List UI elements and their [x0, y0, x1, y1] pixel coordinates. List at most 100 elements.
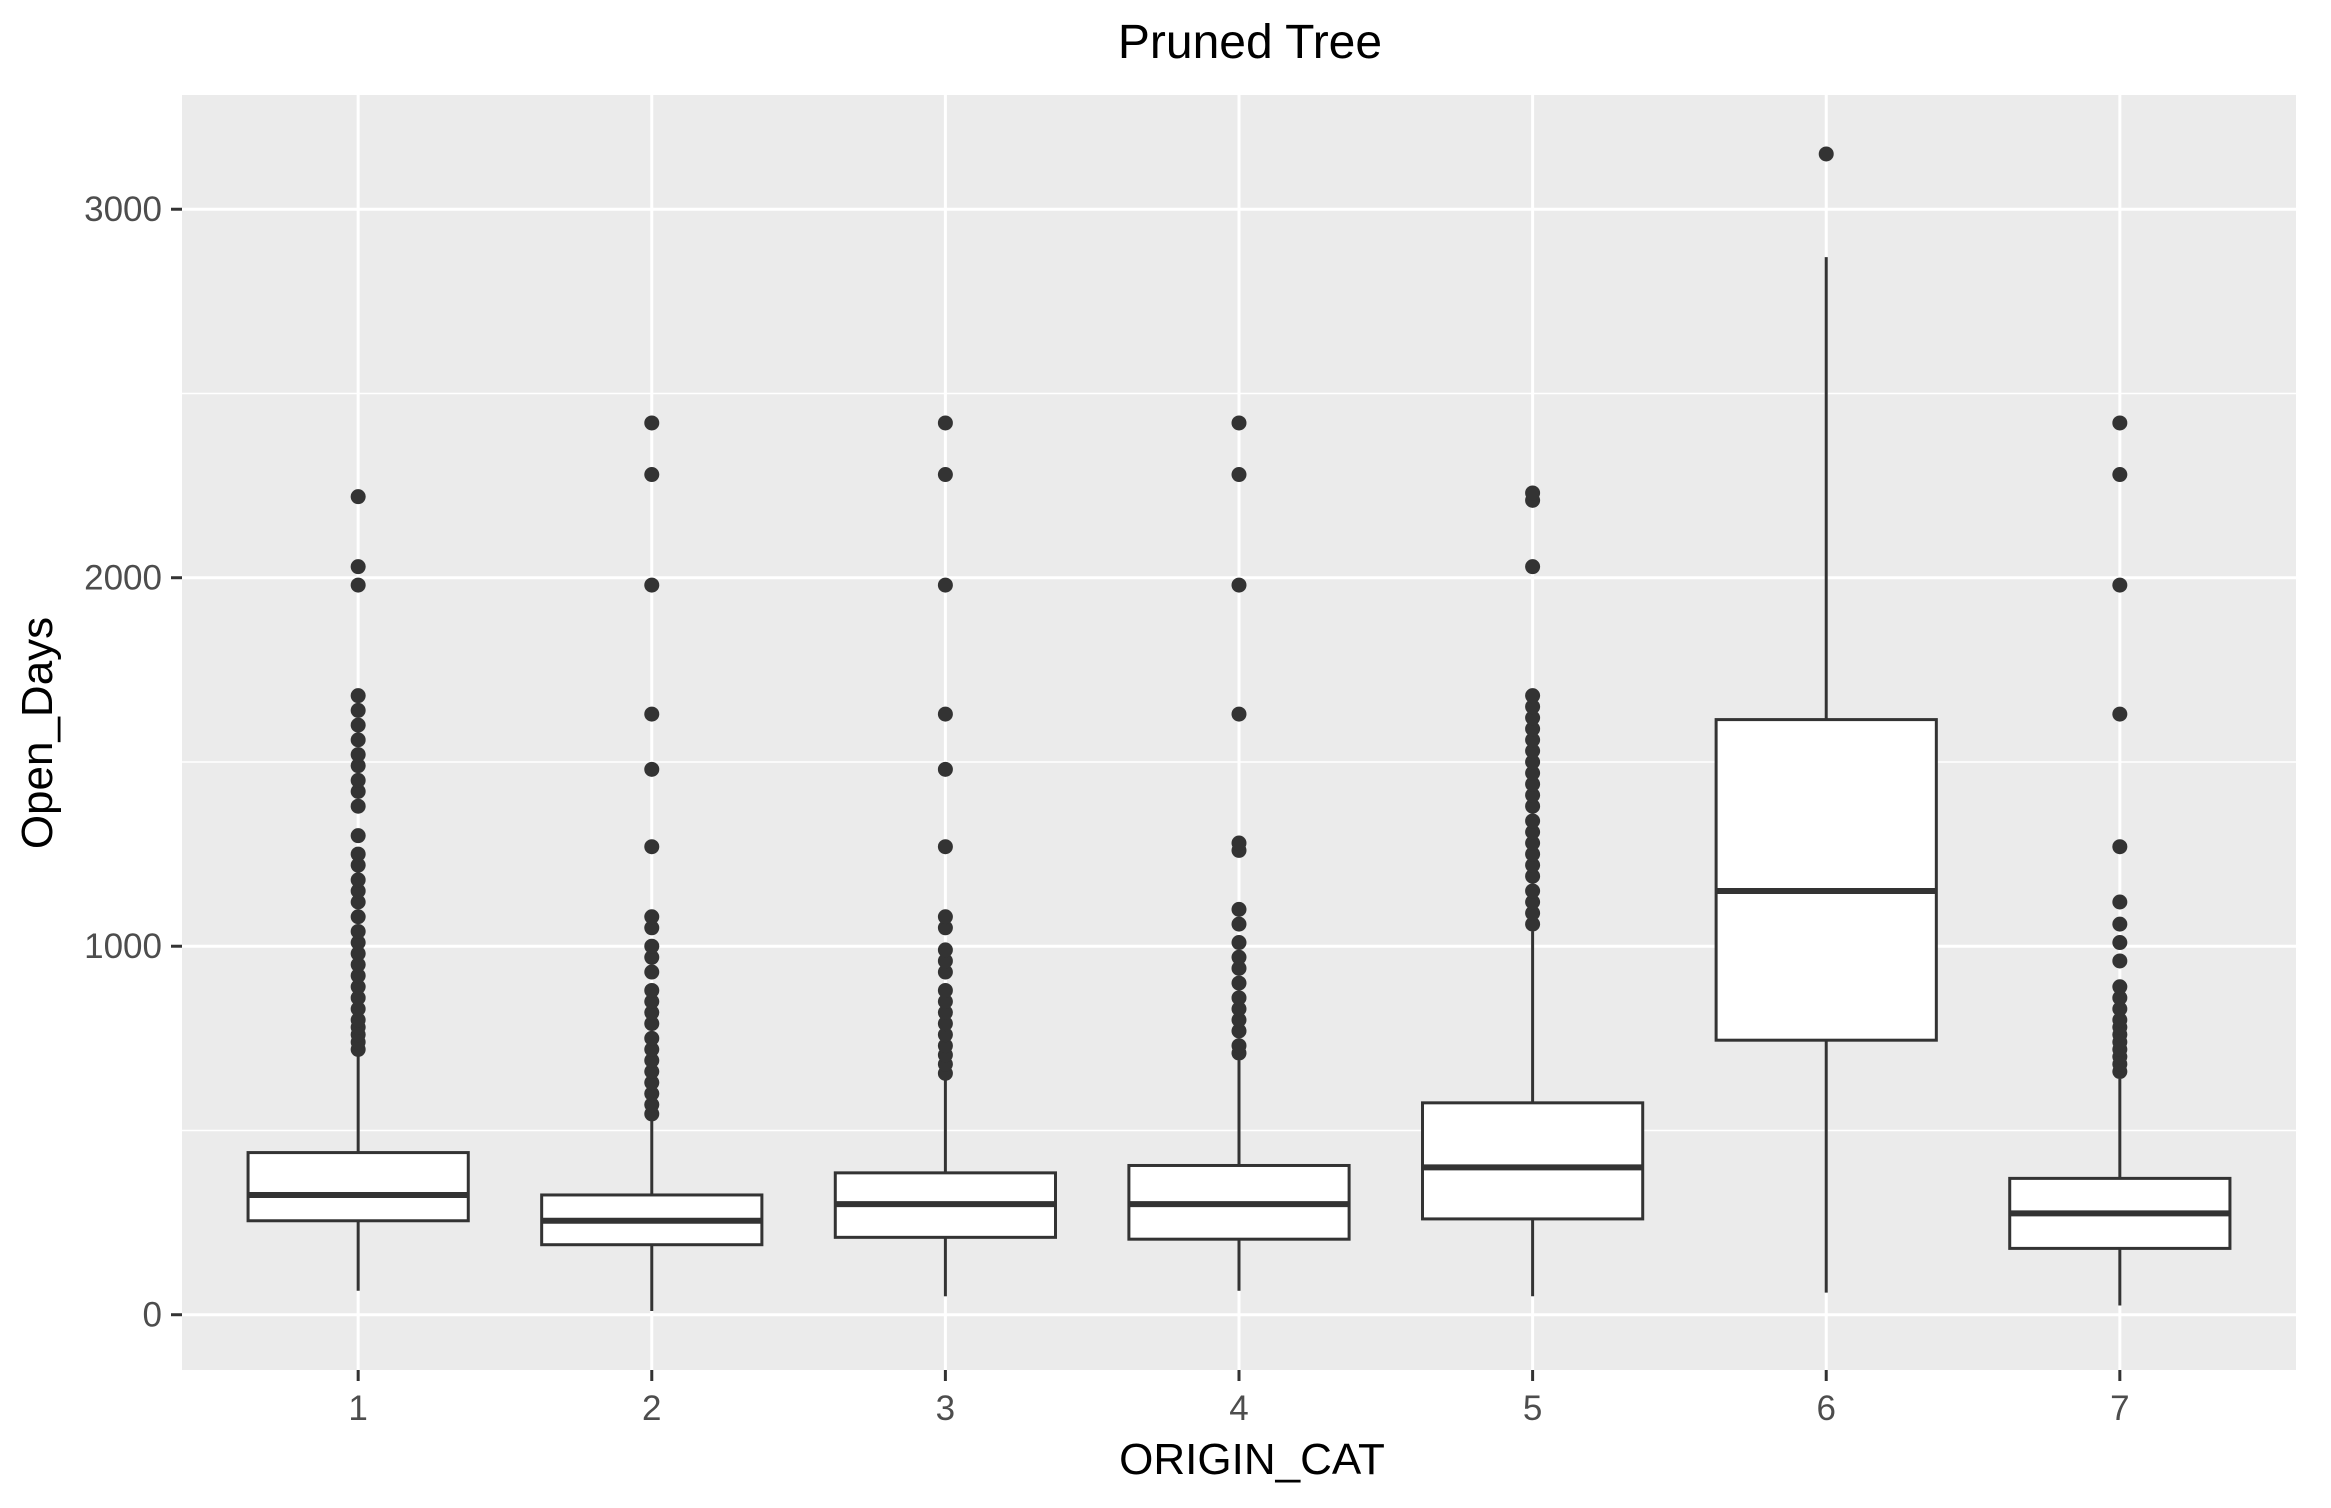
- outlier-point: [2112, 839, 2128, 855]
- outlier-point: [350, 489, 366, 505]
- outlier-point: [1231, 1038, 1247, 1054]
- outlier-point: [644, 920, 660, 936]
- outlier-point: [644, 964, 660, 980]
- outlier-point: [2112, 935, 2128, 951]
- outlier-point: [1525, 559, 1541, 575]
- outlier-point: [350, 923, 366, 939]
- outlier-point: [350, 828, 366, 844]
- outlier-point: [2112, 953, 2128, 969]
- outlier-point: [350, 772, 366, 788]
- x-tick-label: 6: [1816, 1389, 1835, 1428]
- outlier-point: [644, 1016, 660, 1032]
- outlier-point: [350, 577, 366, 593]
- outlier-point: [1525, 824, 1541, 840]
- x-tick-label: 5: [1523, 1389, 1542, 1428]
- outlier-point: [1525, 868, 1541, 884]
- outlier-point: [644, 706, 660, 722]
- box: [1714, 718, 1938, 1042]
- outlier-point: [350, 935, 366, 951]
- outlier-point: [1231, 935, 1247, 951]
- outlier-point: [937, 1016, 953, 1032]
- outlier-point: [1231, 916, 1247, 932]
- outlier-point: [937, 415, 953, 431]
- outlier-point: [937, 982, 953, 998]
- outlier-point: [1525, 905, 1541, 921]
- outlier-point: [350, 883, 366, 899]
- outlier-point: [350, 957, 366, 973]
- y-tick-label: 0: [143, 1296, 162, 1335]
- outlier-point: [350, 688, 366, 704]
- outlier-point: [1525, 743, 1541, 759]
- outlier-point: [1231, 949, 1247, 965]
- x-tick-label: 4: [1229, 1389, 1248, 1428]
- outlier-point: [350, 990, 366, 1006]
- outlier-point: [644, 577, 660, 593]
- outlier-point: [350, 559, 366, 575]
- outlier-point: [644, 994, 660, 1010]
- outlier-point: [1525, 813, 1541, 829]
- outlier-point: [937, 577, 953, 593]
- outlier-point: [644, 415, 660, 431]
- outlier-point: [937, 994, 953, 1010]
- box-layer: [246, 146, 2232, 1312]
- outlier-point: [1231, 415, 1247, 431]
- outlier-point: [350, 732, 366, 748]
- outlier-point: [1231, 990, 1247, 1006]
- outlier-point: [1231, 1001, 1247, 1017]
- outlier-point: [1231, 901, 1247, 917]
- outlier-point: [644, 467, 660, 483]
- outlier-point: [2112, 1001, 2128, 1017]
- box-group-5: [1421, 485, 1645, 1297]
- outlier-point: [1231, 1023, 1247, 1039]
- outlier-point: [1231, 975, 1247, 991]
- outlier-point: [1231, 1012, 1247, 1028]
- outlier-point: [350, 758, 366, 774]
- outlier-point: [1525, 688, 1541, 704]
- outlier-point: [644, 982, 660, 998]
- x-tick-label: 7: [2110, 1389, 2129, 1428]
- outlier-point: [1231, 706, 1247, 722]
- outlier-point: [350, 846, 366, 862]
- outlier-point: [350, 968, 366, 984]
- x-tick-label: 1: [348, 1389, 367, 1428]
- outlier-point: [937, 706, 953, 722]
- box-group-2: [540, 415, 764, 1312]
- outlier-point: [350, 979, 366, 995]
- y-tick-label: 1000: [84, 927, 162, 966]
- x-axis-label: ORIGIN_CAT: [1119, 1435, 1385, 1484]
- outlier-point: [2112, 577, 2128, 593]
- outlier-point: [1525, 883, 1541, 899]
- outlier-point: [1231, 960, 1247, 976]
- outlier-point: [644, 938, 660, 954]
- outlier-point: [1525, 710, 1541, 726]
- outlier-point: [937, 839, 953, 855]
- outlier-point: [350, 747, 366, 763]
- outlier-point: [1231, 467, 1247, 483]
- outlier-point: [644, 1052, 660, 1068]
- y-tick-label: 3000: [84, 190, 162, 229]
- outlier-point: [350, 894, 366, 910]
- outlier-point: [350, 783, 366, 799]
- outlier-point: [644, 1086, 660, 1102]
- outlier-point: [1525, 846, 1541, 862]
- box-group-7: [2008, 415, 2232, 1306]
- outlier-point: [644, 1030, 660, 1046]
- y-tick-label: 2000: [84, 559, 162, 598]
- outlier-point: [1525, 798, 1541, 814]
- outlier-point: [644, 1097, 660, 1113]
- box-group-1: [246, 489, 470, 1291]
- outlier-point: [644, 761, 660, 777]
- outlier-point: [1818, 146, 1834, 162]
- outlier-point: [937, 909, 953, 925]
- box-group-3: [833, 415, 1057, 1297]
- outlier-point: [2112, 467, 2128, 483]
- outlier-point: [937, 964, 953, 980]
- box-group-4: [1127, 415, 1351, 1291]
- box: [1421, 1101, 1645, 1221]
- axis-layer: 0 1000 2000 3000 1 2 3 4 5 6 7: [84, 190, 2129, 1428]
- outlier-point: [1525, 485, 1541, 501]
- outlier-point: [644, 1005, 660, 1021]
- outlier-point: [2112, 415, 2128, 431]
